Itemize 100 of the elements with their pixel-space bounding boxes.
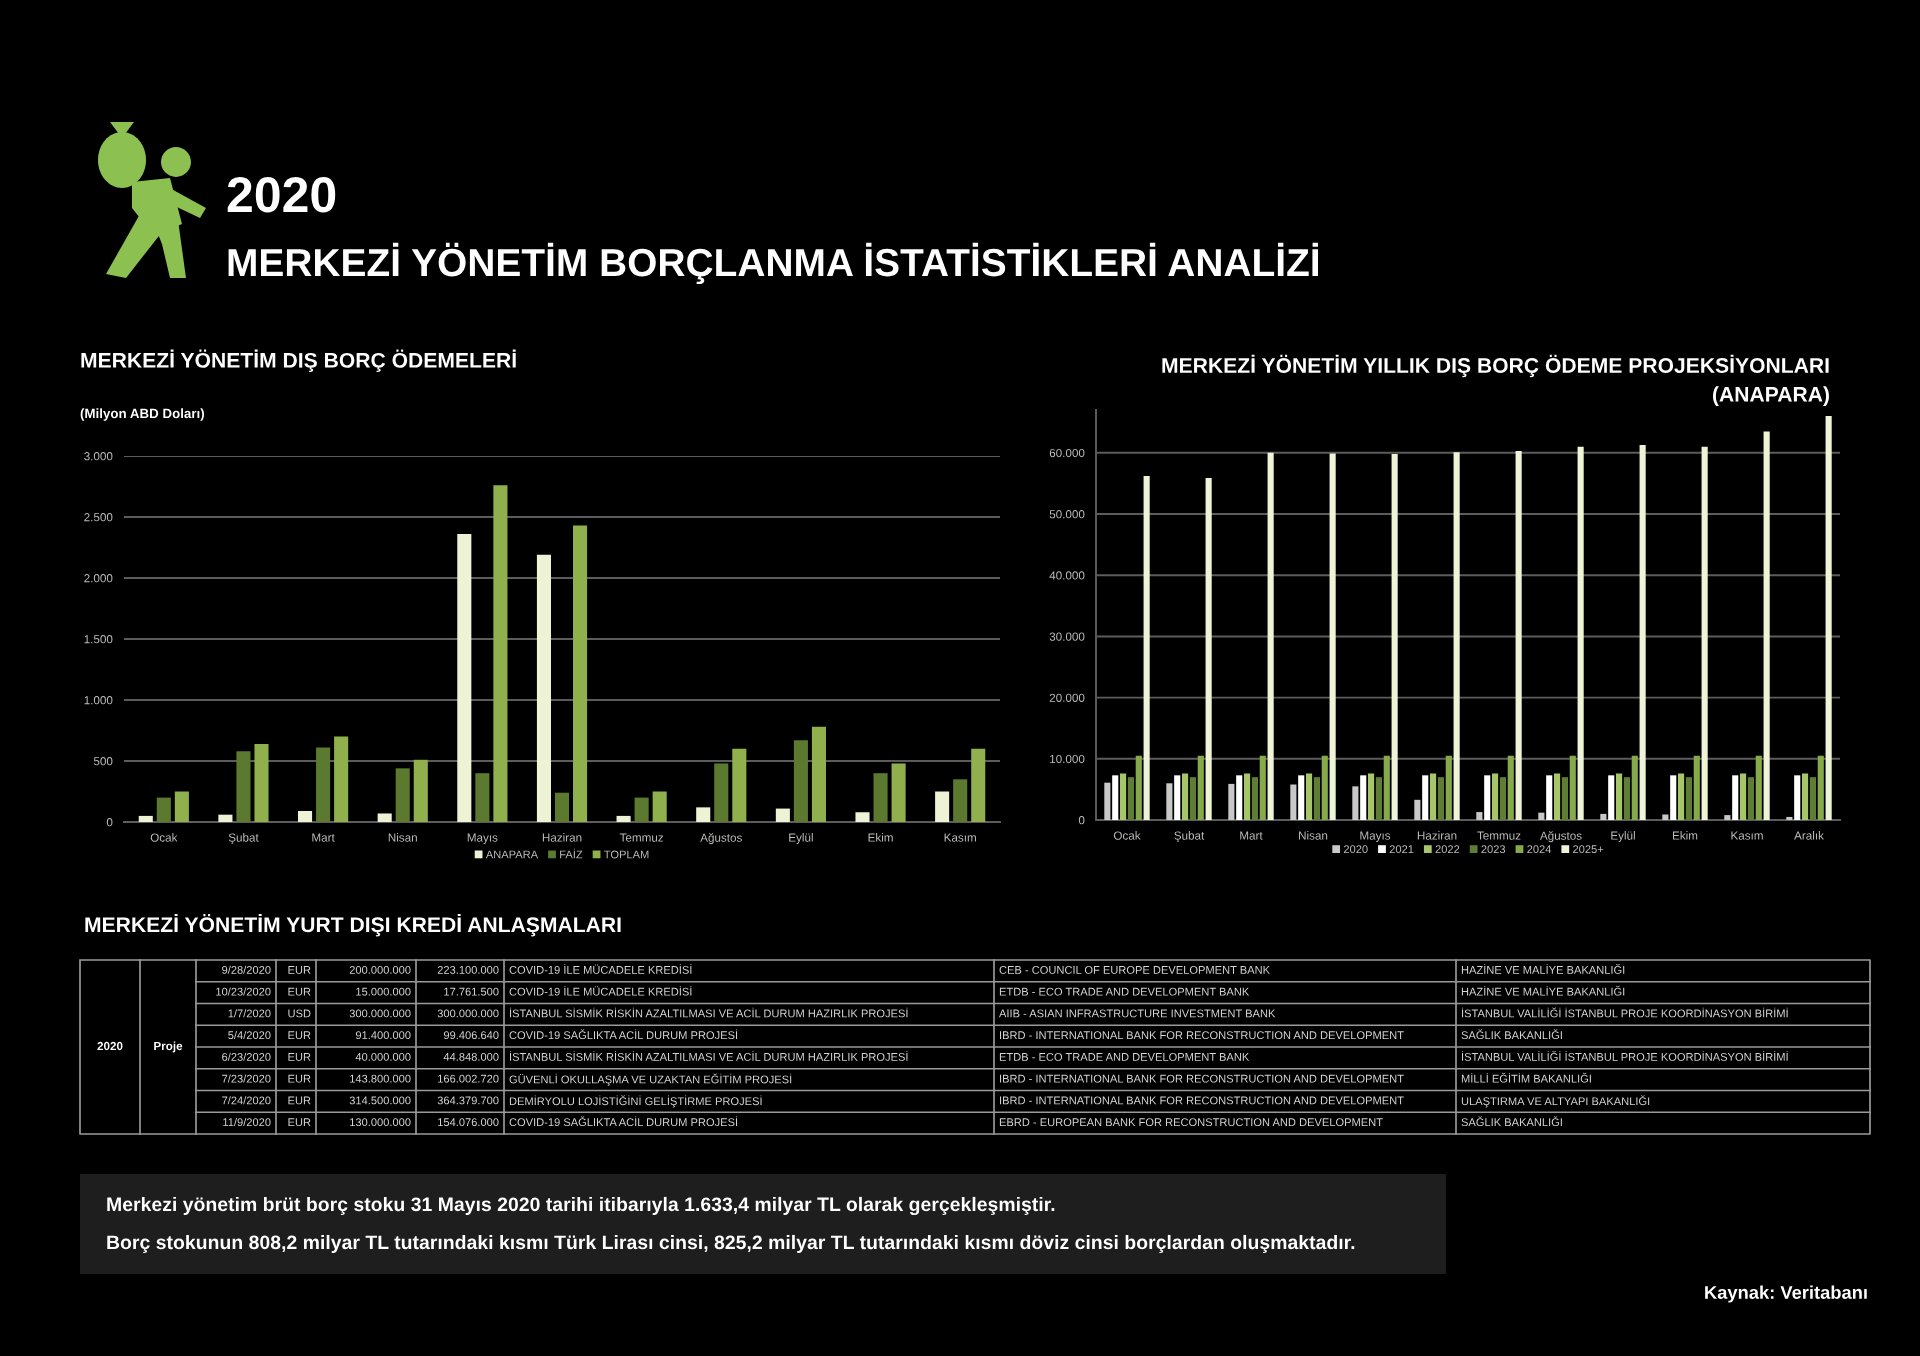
bar <box>1135 755 1142 820</box>
bar <box>793 740 808 822</box>
bar <box>1368 773 1375 820</box>
bar <box>1639 444 1646 820</box>
bar <box>1290 784 1297 820</box>
bar <box>953 779 968 822</box>
bar <box>714 763 729 822</box>
bar <box>218 814 233 822</box>
bar <box>1174 775 1181 820</box>
bar <box>1437 777 1444 820</box>
chart-title: MERKEZİ YÖNETİM YILLIK DIŞ BORÇ ÖDEME PROJEKSİYONLARI (ANAPARA) <box>1162 354 1829 406</box>
bar <box>236 751 251 822</box>
bar <box>1817 755 1824 820</box>
bar <box>1507 755 1514 820</box>
bar <box>855 812 870 822</box>
bar <box>1375 777 1382 820</box>
bar <box>811 726 826 822</box>
bar <box>971 748 986 822</box>
bar <box>775 808 790 822</box>
bar <box>1476 812 1483 820</box>
bar <box>1577 446 1584 820</box>
bar <box>1251 777 1258 820</box>
bar <box>891 763 906 822</box>
bar <box>1306 773 1313 820</box>
text: Merkezi yönetim brüt borç stoku 31 Mayıs 2020 tarihi itibarıyla 1.633,4 milyar TL olarak gerçekleşmiştir. <box>107 1196 1055 1216</box>
bar <box>1267 452 1274 820</box>
bar <box>1554 773 1561 820</box>
bar <box>1499 777 1506 820</box>
bar <box>1616 773 1623 820</box>
bar <box>1298 775 1305 820</box>
bar <box>395 768 410 822</box>
bar <box>1321 755 1328 820</box>
bar <box>696 807 711 822</box>
bar <box>1484 775 1491 820</box>
bar <box>1825 416 1832 820</box>
bar <box>1391 454 1398 820</box>
text: Borç stokunun 808,2 milyar TL tutarındaki kısmı Türk Lirası cinsi, 825,2 milyar TL tutarındaki kısmı döviz cinsi borçlardan oluşmaktadır. <box>107 1234 1355 1254</box>
bar <box>1228 783 1235 820</box>
bar <box>1445 755 1452 820</box>
bar <box>1809 777 1816 820</box>
bar <box>1794 775 1801 820</box>
bar <box>1678 773 1685 820</box>
bar <box>1600 813 1607 820</box>
bar <box>1120 773 1127 820</box>
bar <box>493 485 508 822</box>
bar <box>536 554 551 822</box>
bar <box>1685 777 1692 820</box>
bar <box>1740 773 1747 820</box>
bar <box>1197 755 1204 820</box>
bar <box>1182 773 1189 820</box>
bar <box>1313 777 1320 820</box>
bar <box>573 525 588 822</box>
bar <box>1360 775 1367 820</box>
bar <box>1662 814 1669 820</box>
bar <box>1569 755 1576 820</box>
bar <box>1631 755 1638 820</box>
bar <box>1623 777 1630 820</box>
bar <box>1670 775 1677 820</box>
text: MERKEZİ YÖNETİM BORÇLANMA İSTATİSTİKLERİ ANALİZİ <box>228 242 1319 285</box>
bar <box>1127 777 1134 820</box>
bar <box>1236 775 1243 820</box>
bar <box>1143 476 1150 820</box>
bar <box>873 773 888 822</box>
text: 2020 <box>227 177 336 213</box>
bar <box>1383 755 1390 820</box>
bar <box>1693 755 1700 820</box>
bar <box>1802 773 1809 820</box>
bar <box>1608 775 1615 820</box>
bar <box>1259 755 1266 820</box>
bar <box>554 792 570 822</box>
bar <box>475 773 490 822</box>
bar <box>1755 755 1762 820</box>
bar <box>413 759 428 822</box>
text: MERKEZİ YÖNETİM YURT DIŞI KREDİ ANLAŞMALARI <box>85 913 621 937</box>
bar <box>1763 431 1770 820</box>
bar <box>1352 786 1359 820</box>
bar <box>1546 775 1553 820</box>
chart-title: MERKEZİ YÖNETİM DIŞ BORÇ ÖDEMELERİ <box>81 349 516 372</box>
bar <box>1492 773 1499 820</box>
bar <box>316 747 331 822</box>
bar <box>634 797 649 822</box>
bar <box>1414 799 1421 820</box>
bar <box>732 748 747 822</box>
bar <box>1189 777 1196 820</box>
bar <box>1430 773 1437 820</box>
bar <box>1244 773 1251 820</box>
bar <box>1422 775 1429 820</box>
bar <box>652 791 667 822</box>
bar <box>1538 812 1545 820</box>
bar <box>298 811 313 822</box>
bar <box>1561 777 1568 820</box>
bar <box>254 743 269 822</box>
bar <box>1701 446 1708 820</box>
bar <box>1453 452 1460 820</box>
bar <box>1205 477 1212 820</box>
bar <box>457 534 472 822</box>
text: Kaynak: Veritabanı <box>1705 1285 1867 1303</box>
bar <box>156 797 171 822</box>
bar <box>138 815 153 822</box>
bar <box>616 815 631 822</box>
